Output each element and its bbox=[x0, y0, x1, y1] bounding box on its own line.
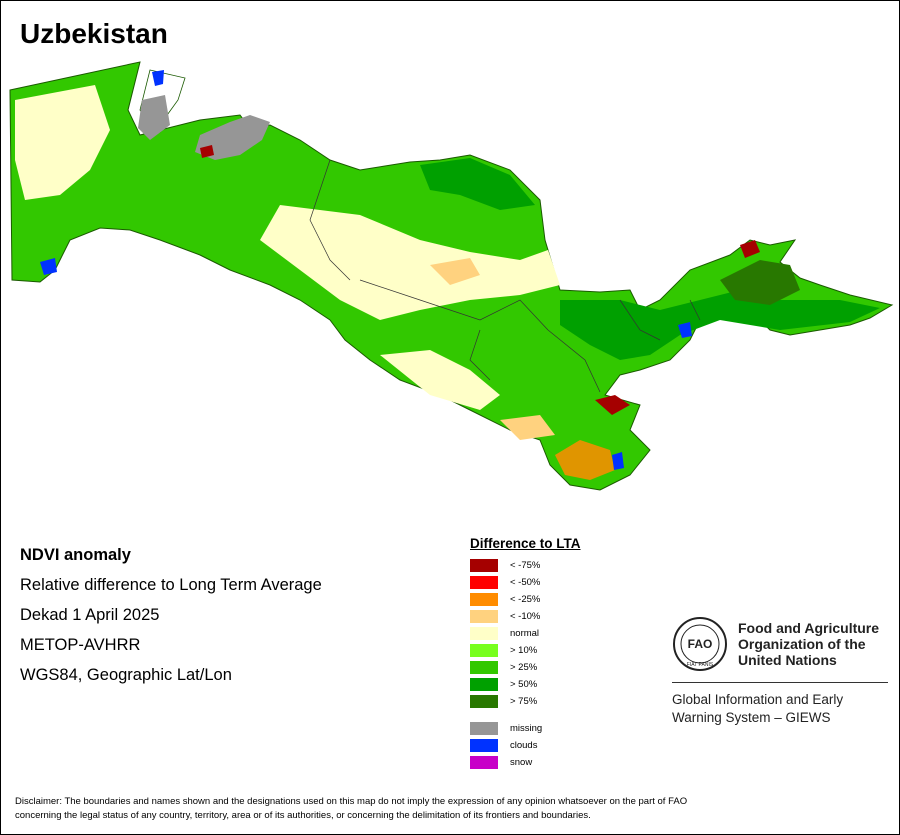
normal-area-south bbox=[380, 350, 500, 410]
legend-label: > 10% bbox=[510, 645, 538, 656]
fao-logo-icon: FAO FIAT PANIS bbox=[673, 617, 727, 671]
legend-item: > 50% bbox=[470, 676, 581, 693]
legend-label: snow bbox=[510, 757, 533, 768]
legend-item: clouds bbox=[470, 737, 581, 754]
legend-swatch bbox=[470, 627, 498, 640]
legend: Difference to LTA < -75% < -50% < -25% < -1… bbox=[470, 536, 581, 771]
map-title: Uzbekistan bbox=[20, 18, 168, 49]
legend-swatch bbox=[470, 661, 498, 674]
dense-green-center bbox=[720, 260, 800, 305]
legend-swatch bbox=[470, 576, 498, 589]
info-heading: NDVI anomaly bbox=[20, 546, 131, 564]
dense-green-north bbox=[420, 158, 535, 210]
legend-label: > 75% bbox=[510, 696, 538, 707]
legend-item: < -25% bbox=[470, 591, 581, 608]
legend-item: > 75% bbox=[470, 693, 581, 710]
legend-label: < -50% bbox=[510, 577, 541, 588]
normal-area-center bbox=[260, 205, 560, 320]
legend-item: < -10% bbox=[470, 608, 581, 625]
info-line-3: METOP-AVHRR bbox=[20, 636, 141, 654]
fao-divider bbox=[672, 682, 888, 683]
decline-area-south bbox=[555, 440, 615, 480]
legend-label: clouds bbox=[510, 740, 538, 751]
legend-swatch bbox=[470, 610, 498, 623]
legend-label: > 25% bbox=[510, 662, 538, 673]
legend-item: > 10% bbox=[470, 642, 581, 659]
legend-item: < -50% bbox=[470, 574, 581, 591]
legend-item: normal bbox=[470, 625, 581, 642]
svg-text:FAO: FAO bbox=[688, 637, 713, 651]
giews-name: Global Information and Early Warning Sys… bbox=[672, 692, 844, 725]
legend-swatch bbox=[470, 559, 498, 572]
info-line-1: Relative difference to Long Term Average bbox=[20, 576, 322, 594]
disclaimer: Disclaimer: The boundaries and names sho… bbox=[15, 796, 688, 821]
legend-item: > 25% bbox=[470, 659, 581, 676]
legend-label: < -25% bbox=[510, 594, 541, 605]
country-map bbox=[9, 61, 894, 491]
map-info: NDVI anomaly Relative difference to Long… bbox=[20, 540, 322, 690]
region-boundaries bbox=[309, 159, 701, 393]
fao-name: Food and Agriculture Organization of the… bbox=[738, 620, 880, 668]
info-line-4: WGS84, Geographic Lat/Lon bbox=[20, 666, 232, 684]
decline-area-mid bbox=[430, 258, 555, 440]
dense-green-east bbox=[560, 290, 880, 360]
normal-area-west bbox=[15, 85, 110, 200]
legend-label: normal bbox=[510, 628, 540, 639]
legend-label: missing bbox=[510, 723, 543, 734]
legend-swatch bbox=[470, 695, 498, 708]
legend-swatch bbox=[470, 739, 498, 752]
legend-swatch bbox=[470, 593, 498, 606]
fao-block: FAO FIAT PANIS Food and Agriculture Orga… bbox=[672, 616, 888, 727]
legend-label: < -10% bbox=[510, 611, 541, 622]
legend-swatch bbox=[470, 722, 498, 735]
legend-item: < -75% bbox=[470, 557, 581, 574]
legend-title: Difference to LTA bbox=[470, 536, 581, 551]
legend-label: < -75% bbox=[510, 560, 541, 571]
legend-item: snow bbox=[470, 754, 581, 771]
svg-text:FIAT PANIS: FIAT PANIS bbox=[687, 662, 714, 668]
legend-label: > 50% bbox=[510, 679, 538, 690]
legend-swatch bbox=[470, 644, 498, 657]
aral-missing bbox=[138, 95, 270, 160]
legend-swatch bbox=[470, 678, 498, 691]
legend-item: missing bbox=[470, 720, 581, 737]
info-line-2: Dekad 1 April 2025 bbox=[20, 606, 160, 624]
legend-swatch bbox=[470, 756, 498, 769]
